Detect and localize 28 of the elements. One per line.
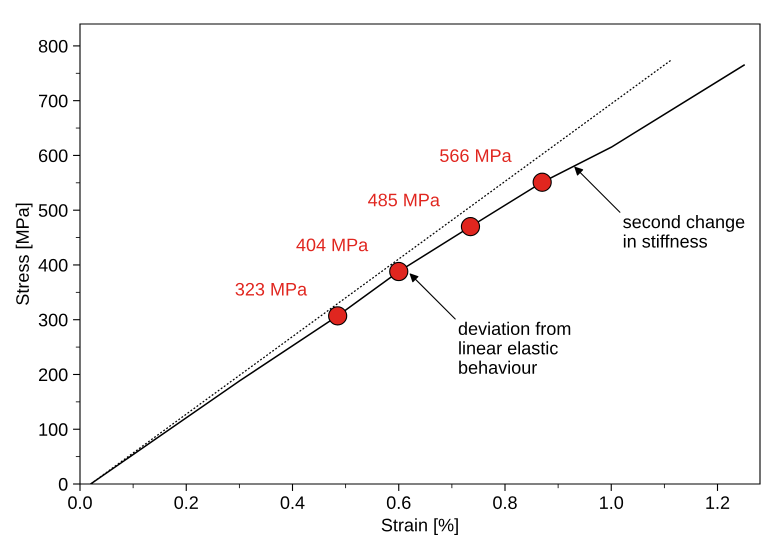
x-axis-title: Strain [%] <box>382 518 458 536</box>
x-tick-label: 1.2 <box>706 496 730 509</box>
annotation: second change in stiffness <box>623 214 744 248</box>
y-tick-label: 500 <box>38 204 68 217</box>
y-tick-label: 0 <box>58 478 68 491</box>
point <box>328 306 348 326</box>
y-tick-label: 600 <box>38 149 68 162</box>
annotation: 323 MPa <box>236 282 308 296</box>
point <box>460 217 480 236</box>
annotation: 404 MPa <box>296 238 368 252</box>
y-tick-label: 300 <box>38 314 68 326</box>
x-tick-label: 0.0 <box>68 496 92 510</box>
point <box>389 262 408 282</box>
x-tick-label: 1.0 <box>600 496 624 510</box>
annotation: 485 MPa <box>368 194 440 206</box>
annotation: deviation from linear elastic behaviour <box>458 322 570 374</box>
y-tick-label: 800 <box>38 40 68 53</box>
y-tick-label: 400 <box>38 258 68 272</box>
x-tick-label: 0.8 <box>493 496 517 510</box>
y-tick-label: 700 <box>39 94 68 108</box>
x-tick-label: 0.6 <box>386 496 411 510</box>
x-tick-label: 0.4 <box>280 496 305 510</box>
annotation: 566 MPa <box>440 149 512 162</box>
y-tick-label: 100 <box>39 423 68 436</box>
y-tick-label: 200 <box>38 368 68 382</box>
x-tick-label: 0.2 <box>174 496 198 510</box>
point <box>532 172 552 192</box>
y-axis-title: Stress [MPa] <box>16 204 33 305</box>
